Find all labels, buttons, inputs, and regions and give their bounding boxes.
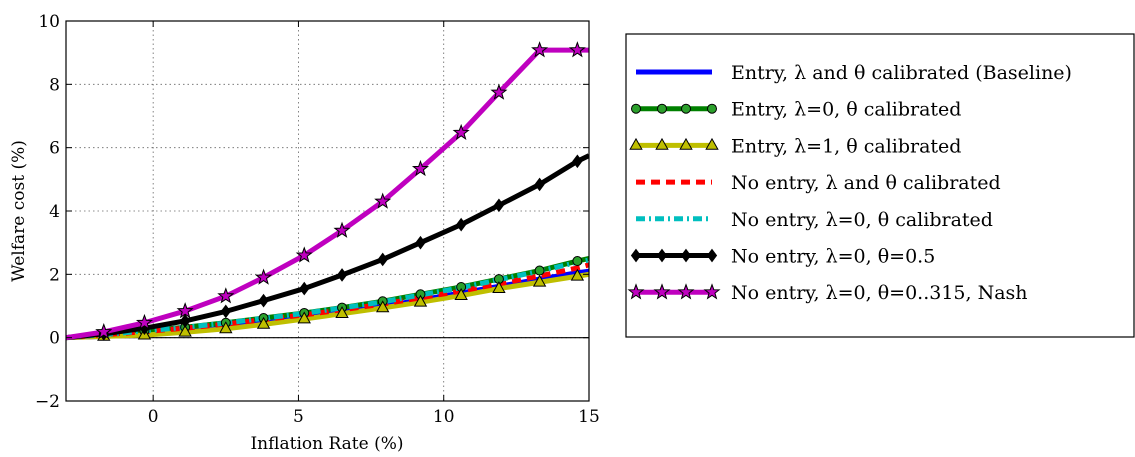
- data-point: [180, 314, 191, 328]
- x-axis-label: Inflation Rate (%): [250, 434, 403, 454]
- y-tick-label: 4: [49, 202, 60, 222]
- data-point: [493, 198, 505, 213]
- y-tick-label: 6: [49, 139, 60, 159]
- data-point: [377, 252, 388, 267]
- legend-label: No entry, λ=0, θ=0..315, Nash: [731, 282, 1028, 304]
- x-tick-label: 10: [433, 407, 455, 427]
- data-point: [374, 192, 392, 209]
- legend-marker: [627, 283, 645, 300]
- legend-marker: [630, 248, 642, 263]
- data-point: [532, 274, 547, 287]
- legend-marker: [631, 103, 641, 114]
- data-point: [454, 288, 468, 300]
- legend-marker: [705, 137, 719, 150]
- legend-entry: No entry, λ and θ calibrated: [636, 172, 1001, 194]
- data-point: [135, 313, 153, 331]
- data-point: [95, 323, 113, 340]
- legend-entry: Entry, λ=0, θ calibrated: [631, 99, 961, 121]
- data-point: [217, 287, 235, 304]
- data-point: [219, 321, 233, 334]
- legend-marker: [703, 283, 721, 300]
- legend-marker: [629, 137, 643, 150]
- y-tick-label: 8: [49, 75, 60, 95]
- data-point: [376, 300, 390, 313]
- data-point: [336, 268, 348, 282]
- y-tick-label: −2: [35, 392, 60, 412]
- legend-frame: [625, 33, 1135, 338]
- data-point: [176, 302, 194, 319]
- data-point: [568, 41, 586, 58]
- legend-marker: [706, 248, 718, 263]
- y-tick-label: 0: [49, 329, 60, 349]
- legend-entry: No entry, λ=0, θ=0..315, Nash: [627, 282, 1028, 304]
- tick-layer: 0 5 10 15 −2 0 2 4 6 8 10: [35, 12, 600, 427]
- data-point: [411, 159, 429, 177]
- legend-label: No entry, λ=0, θ calibrated: [731, 209, 993, 231]
- marker-layer: [95, 41, 586, 341]
- data-point: [255, 268, 273, 285]
- y-tick-label: 2: [49, 265, 60, 285]
- data-point: [413, 294, 428, 307]
- y-tick-label: 10: [38, 12, 60, 32]
- legend-marker: [681, 103, 691, 114]
- legend-marker: [680, 248, 692, 263]
- legend-entry: No entry, λ=0, θ calibrated: [636, 209, 993, 231]
- legend-label: No entry, λ=0, θ=0.5: [731, 246, 935, 268]
- data-point: [297, 311, 311, 324]
- data-point: [492, 281, 506, 293]
- legend-entry: Entry, λ and θ calibrated (Baseline): [636, 62, 1072, 84]
- legend-marker: [707, 103, 717, 114]
- legend-label: Entry, λ=0, θ calibrated: [731, 99, 961, 121]
- data-point: [534, 177, 545, 192]
- legend-marker: [656, 248, 668, 263]
- data-point: [452, 123, 470, 141]
- legend-marker: [679, 137, 693, 150]
- x-tick-label: 15: [578, 407, 600, 427]
- legend-entry: No entry, λ=0, θ=0.5: [630, 246, 935, 268]
- data-point: [534, 265, 545, 276]
- legend-label: No entry, λ and θ calibrated: [731, 172, 1001, 194]
- data-point: [570, 268, 585, 281]
- data-point: [456, 217, 467, 232]
- data-point: [335, 306, 349, 318]
- data-point: [490, 83, 508, 100]
- series-line-no-entry-0-calibrated: [66, 257, 589, 341]
- legend-marker: [655, 137, 669, 150]
- legend-marker: [657, 103, 667, 114]
- data-point: [258, 293, 269, 308]
- legend: Entry, λ and θ calibrated (Baseline) Entr…: [627, 62, 1072, 304]
- data-point: [572, 256, 583, 267]
- data-point: [178, 324, 192, 337]
- data-point: [531, 41, 549, 58]
- data-point: [333, 221, 351, 238]
- x-tick-label: 5: [293, 407, 304, 427]
- data-point: [295, 246, 313, 263]
- data-point: [220, 304, 231, 319]
- data-point: [572, 154, 583, 169]
- data-point: [256, 316, 271, 329]
- x-tick-label: 0: [148, 407, 159, 427]
- y-axis-label: Welfare cost (%): [9, 140, 29, 282]
- legend-label: Entry, λ and θ calibrated (Baseline): [731, 62, 1072, 84]
- legend-entry: Entry, λ=1, θ calibrated: [629, 135, 961, 157]
- data-point: [299, 281, 310, 296]
- legend-marker: [653, 283, 671, 300]
- legend-marker: [677, 283, 695, 300]
- data-point: [415, 235, 426, 250]
- legend-label: Entry, λ=1, θ calibrated: [731, 135, 961, 157]
